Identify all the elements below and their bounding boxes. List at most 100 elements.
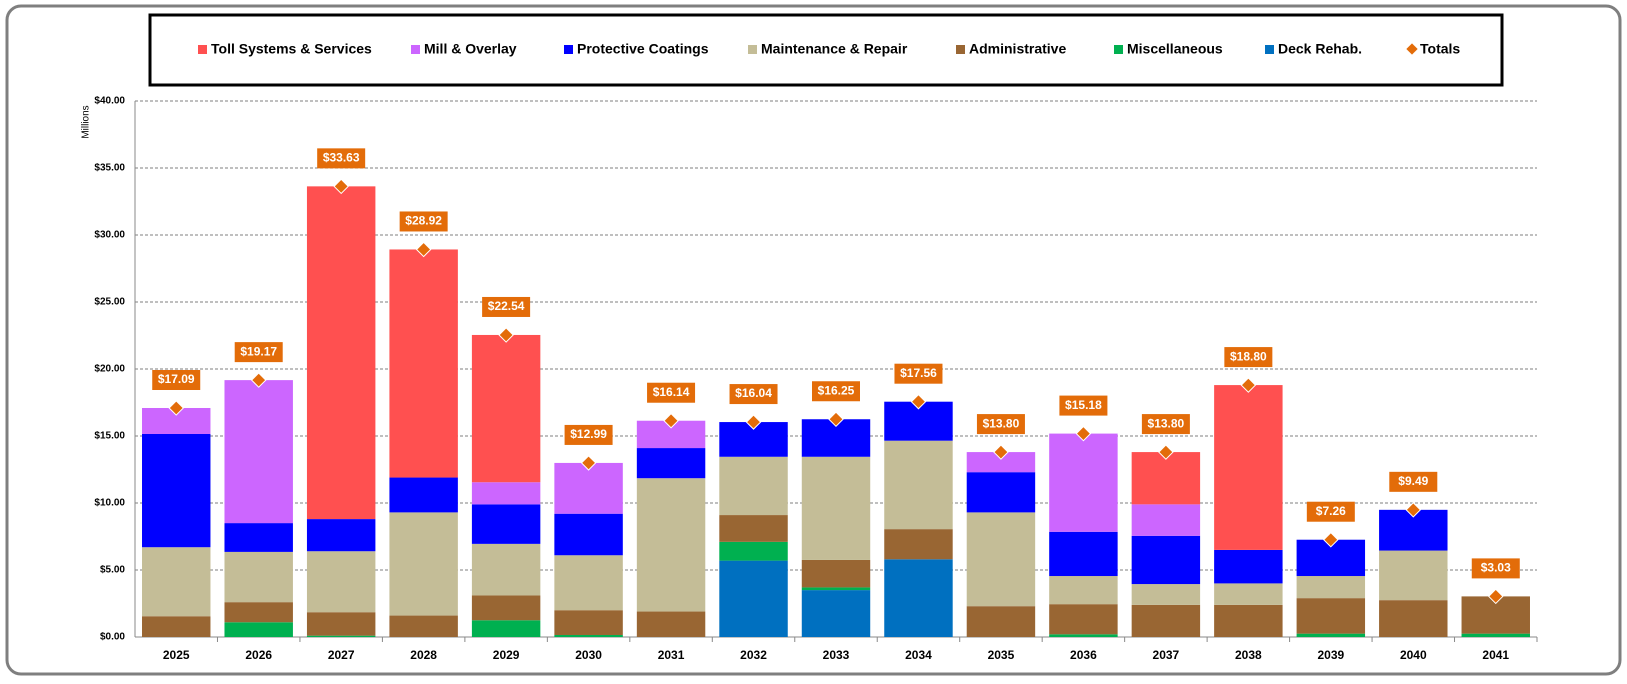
legend-label: Deck Rehab. [1278, 41, 1362, 57]
bar-segment [142, 433, 211, 548]
bar-segment [1049, 531, 1118, 577]
bar-segment [966, 452, 1036, 473]
bar-segment [1214, 385, 1283, 550]
legend-label: Maintenance & Repair [761, 41, 908, 57]
bar-segment [1379, 600, 1448, 637]
total-marker [168, 400, 185, 416]
bar-segment [1049, 576, 1118, 605]
y-tick-label: $20.00 [94, 364, 125, 375]
legend-swatch [1265, 45, 1274, 54]
y-tick-label: $25.00 [94, 297, 125, 308]
bar-segment [554, 462, 623, 514]
bar-segment [389, 512, 458, 616]
x-tick-label: 2040 [1400, 648, 1427, 662]
legend-label: Administrative [969, 41, 1066, 57]
total-label: $13.80 [983, 416, 1020, 430]
x-tick-label: 2036 [1070, 648, 1097, 662]
bar-segment [471, 543, 541, 596]
total-marker [580, 455, 597, 471]
bar-segment [966, 472, 1036, 513]
x-tick-label: 2033 [823, 648, 850, 662]
total-label: $12.99 [570, 427, 607, 441]
bar-segment [719, 456, 788, 516]
total-label-bg [1224, 347, 1273, 368]
total-label-bg [894, 363, 943, 384]
x-tick-label: 2029 [493, 648, 520, 662]
total-marker [415, 241, 432, 258]
total-marker [745, 414, 762, 430]
legend-swatch [1406, 43, 1418, 55]
y-tick-label: $0.00 [100, 632, 125, 643]
total-marker [993, 444, 1009, 460]
legend-swatch [564, 45, 573, 54]
bar-segment [306, 612, 376, 636]
x-tick-label: 2025 [163, 648, 190, 662]
legend-swatch [198, 45, 207, 54]
x-tick-label: 2028 [410, 648, 437, 662]
total-label-bg [1141, 414, 1190, 435]
total-marker [498, 327, 514, 343]
bar-segment [471, 620, 541, 637]
total-label-bg [729, 384, 778, 405]
total-label-bg [1471, 558, 1520, 579]
bar-segment [1131, 584, 1201, 605]
legend-label: Protective Coatings [577, 41, 709, 57]
total-marker [1405, 502, 1422, 518]
total-label: $17.09 [158, 372, 195, 386]
bar-segment [1131, 452, 1201, 505]
total-label-bg [399, 211, 448, 232]
bar-segment [884, 440, 953, 530]
total-marker [1075, 425, 1092, 442]
y-axis-label: Millions [81, 105, 92, 138]
total-label: $9.49 [1398, 474, 1428, 488]
bar-segment [554, 555, 623, 611]
x-tick-label: 2031 [658, 648, 685, 662]
bar-segment [1296, 633, 1366, 637]
bar-segment [142, 547, 211, 617]
bar-segment [1296, 576, 1366, 599]
bar-segment [1131, 504, 1201, 536]
legend-box [148, 13, 1504, 87]
bar-segment [554, 513, 623, 556]
total-label-bg [317, 148, 366, 169]
bar-segment [801, 590, 871, 637]
bar-segment [884, 559, 953, 637]
total-label-bg [152, 369, 201, 390]
total-label: $22.54 [488, 299, 525, 313]
y-tick-label: $35.00 [94, 163, 125, 174]
bar-segment [306, 551, 376, 613]
total-label: $17.56 [900, 366, 937, 380]
bar-segment [1131, 535, 1201, 585]
total-marker [1323, 531, 1339, 548]
total-label-bg [1306, 501, 1355, 522]
bar-segment [224, 380, 293, 524]
total-label-bg [1389, 471, 1438, 492]
bar-segment [224, 551, 293, 603]
x-tick-label: 2038 [1235, 648, 1262, 662]
total-label-bg [812, 381, 860, 402]
total-label: $7.26 [1316, 504, 1346, 518]
total-marker [1158, 444, 1174, 460]
total-label-bg [564, 424, 613, 445]
total-label-bg [1059, 395, 1108, 416]
bar-segment [1214, 549, 1283, 584]
bar-segment [719, 560, 788, 637]
bar-segment [1049, 634, 1118, 637]
bar-segment [719, 515, 788, 542]
bar-segment [142, 616, 211, 637]
bar-segment [966, 512, 1036, 607]
bar-segment [1214, 604, 1283, 637]
total-marker [333, 178, 349, 195]
total-marker [1487, 588, 1504, 605]
bar-segment [471, 482, 541, 505]
bar-segment [1296, 598, 1366, 634]
total-label-bg [976, 414, 1025, 435]
total-marker [1240, 377, 1257, 393]
legend-label: Mill & Overlay [424, 41, 517, 57]
bar-segment [636, 448, 706, 479]
x-tick-label: 2026 [245, 648, 272, 662]
total-label: $28.92 [405, 214, 442, 228]
bar-segment [801, 587, 871, 591]
x-tick-label: 2035 [988, 648, 1015, 662]
